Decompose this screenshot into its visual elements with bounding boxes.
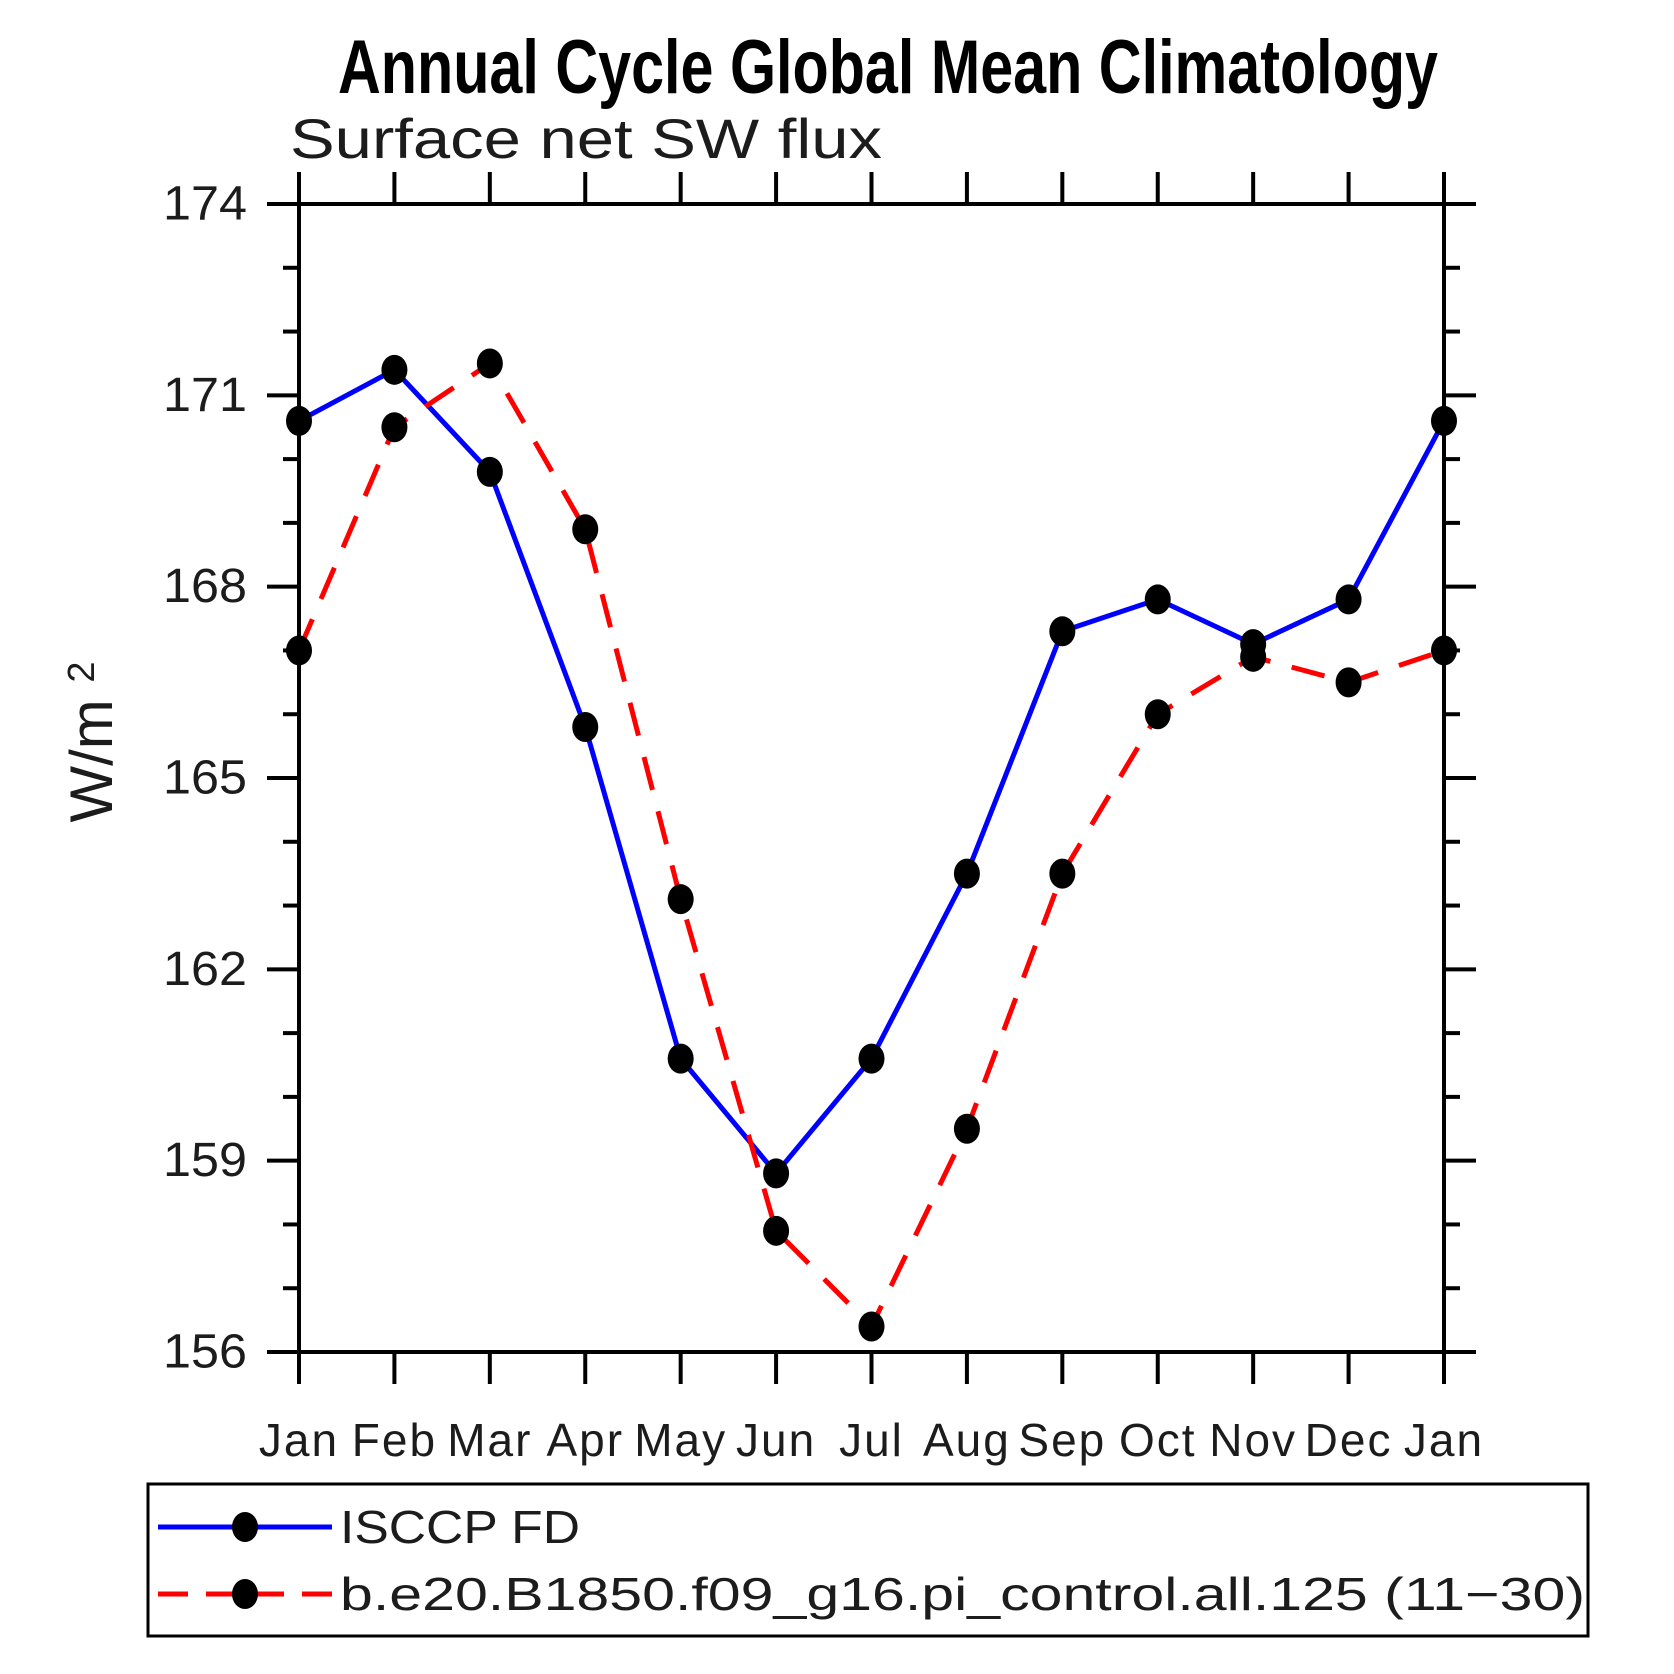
- x-tick-label: Aug: [923, 1414, 1011, 1466]
- chart-subtitle: Surface net SW flux: [290, 107, 882, 170]
- legend-label-isccp-fd: ISCCP FD: [340, 1501, 580, 1553]
- y-tick-label: 162: [163, 943, 247, 996]
- x-tick-label: Nov: [1209, 1414, 1297, 1466]
- y-tick-label: 171: [163, 369, 247, 422]
- x-tick-label: Apr: [546, 1414, 624, 1466]
- y-axis-title-superscript: 2: [61, 661, 103, 682]
- legend-box: [146, 1482, 1590, 1638]
- chart-title: Annual Cycle Global Mean Climatology: [338, 25, 1438, 110]
- data-point-b-e20-b1850-f09-g16-pi-c-jun-5: [763, 1215, 790, 1246]
- y-tick-label: 165: [163, 752, 247, 805]
- y-axis-title-base: W/m: [58, 699, 125, 822]
- x-tick-label: Mar: [447, 1414, 532, 1466]
- legend: ISCCP FD b.e20.B1850.f09_g16.pi_control.a…: [146, 1482, 1590, 1638]
- data-point-b-e20-b1850-f09-g16-pi-c-aug-7: [953, 1113, 980, 1144]
- x-tick-label: Jan: [259, 1414, 339, 1466]
- data-point-isccp-fd-oct-9: [1144, 584, 1171, 615]
- data-point-isccp-fd-jan-12: [1431, 405, 1457, 436]
- data-point-b-e20-b1850-f09-g16-pi-c-oct-9: [1144, 699, 1171, 730]
- y-tick-label: 159: [163, 1134, 247, 1187]
- x-tick-label: Feb: [352, 1414, 437, 1466]
- data-point-b-e20-b1850-f09-g16-pi-c-feb-1: [381, 412, 408, 443]
- data-point-isccp-fd-jan-0: [286, 405, 312, 436]
- data-point-isccp-fd-jul-6: [858, 1043, 885, 1074]
- data-point-isccp-fd-dec-11: [1335, 584, 1362, 615]
- y-axis-title: W/m 2: [58, 661, 125, 822]
- x-tick-label: Sep: [1018, 1414, 1106, 1466]
- x-tick-label: Oct: [1119, 1414, 1197, 1466]
- legend-label-b-e20-b1850-f09-g16-pi-c: b.e20.B1850.f09_g16.pi_control.all.125 (…: [340, 1568, 1585, 1620]
- data-point-isccp-fd-sep-8: [1049, 616, 1076, 647]
- x-tick-label: May: [634, 1414, 727, 1466]
- y-tick-label: 168: [163, 560, 247, 613]
- data-point-b-e20-b1850-f09-g16-pi-c-jan-0: [286, 635, 312, 666]
- data-point-isccp-fd-aug-7: [953, 858, 980, 889]
- x-tick-label: Jan: [1404, 1414, 1484, 1466]
- data-point-b-e20-b1850-f09-g16-pi-c-may-4: [667, 884, 694, 915]
- data-point-b-e20-b1850-f09-g16-pi-c-mar-2: [476, 348, 503, 379]
- x-tick-label: Dec: [1305, 1414, 1393, 1466]
- data-point-isccp-fd-jun-5: [763, 1158, 790, 1189]
- data-point-b-e20-b1850-f09-g16-pi-c-dec-11: [1335, 667, 1362, 698]
- data-point-b-e20-b1850-f09-g16-pi-c-jul-6: [858, 1311, 885, 1342]
- axis-ticks: [267, 172, 1476, 1384]
- x-tick-label: Jul: [839, 1414, 904, 1466]
- y-tick-label: 156: [163, 1326, 247, 1379]
- data-point-b-e20-b1850-f09-g16-pi-c-sep-8: [1049, 858, 1076, 889]
- data-point-isccp-fd-may-4: [667, 1043, 694, 1074]
- x-tick-label: Jun: [736, 1414, 816, 1466]
- data-point-b-e20-b1850-f09-g16-pi-c-jan-12: [1431, 635, 1457, 666]
- legend-marker-b-e20-b1850-f09-g16-pi-c: [232, 1579, 258, 1609]
- legend-marker-isccp-fd: [232, 1512, 258, 1542]
- y-tick-label: 174: [163, 178, 247, 231]
- data-series: [286, 348, 1457, 1342]
- data-point-isccp-fd-apr-3: [572, 711, 599, 742]
- data-point-b-e20-b1850-f09-g16-pi-c-apr-3: [572, 514, 599, 545]
- data-point-isccp-fd-mar-2: [476, 456, 503, 487]
- data-point-b-e20-b1850-f09-g16-pi-c-nov-10: [1240, 641, 1267, 672]
- data-point-isccp-fd-feb-1: [381, 354, 408, 385]
